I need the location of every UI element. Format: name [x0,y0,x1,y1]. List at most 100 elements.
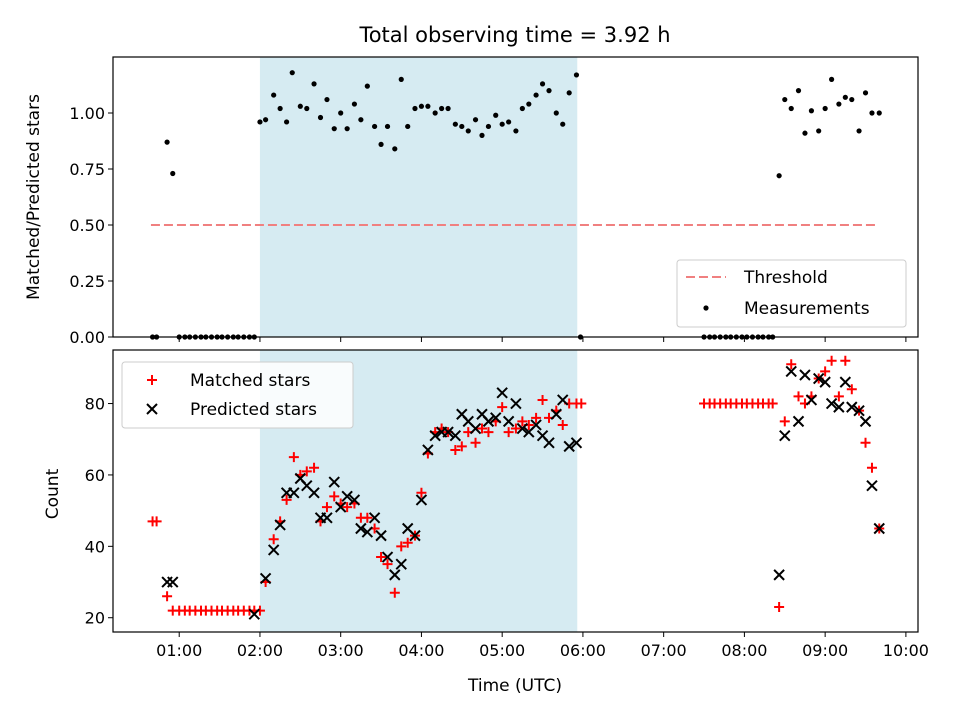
predicted-star-point [361,526,374,538]
predicted-star-point [846,401,858,413]
predicted-star-point [274,519,286,531]
measurement-point [513,128,519,134]
measurement-point [418,103,425,109]
x-tick-label: 05:00 [479,641,525,660]
bottom-panel: 20 40 60 80 01:00 02:00 03:00 04:00 05:00 06:00 07… [85,349,929,660]
top-y-axis-label: Matched/Predicted stars [24,94,44,300]
predicted-star-point [442,426,454,438]
matched-star-point [483,427,494,438]
legend-measurements-label: Measurements [744,299,870,319]
measurement-point [364,83,370,89]
matched-star-point [416,487,427,498]
predicted-star-point [866,479,878,492]
x-tick-label: 09:00 [802,641,848,660]
matched-star-point [833,391,844,402]
bottom-plot-frame [112,349,919,633]
top-y-tick-label: 0.50 [69,216,105,235]
measurement-point [432,110,438,116]
predicted-star-point [341,490,353,503]
x-axis-label: Time (UTC) [467,676,562,696]
measurement-point [304,105,310,112]
predicted-star-point [415,494,428,506]
predicted-star-point [328,476,340,488]
bottom-legend-box [121,361,354,429]
measurement-point [317,114,324,121]
predicted-star-point [389,569,401,581]
matched-star-point [162,591,173,602]
predicted-star-point [375,529,387,542]
measurement-point [164,139,170,145]
matched-star-point [537,394,548,405]
matched-star-point [517,416,528,427]
legend-predicted-label: Predicted stars [190,400,317,420]
bottom-y-tick-label: 60 [85,466,105,485]
predicted-star-point [510,397,522,410]
x-tick-label: 07:00 [641,641,687,660]
measurement-point [566,90,572,96]
measurement-point [788,105,794,112]
measurement-point [465,128,471,134]
predicted-star-point [167,576,179,588]
predicted-star-point [563,440,575,453]
measurement-point [263,117,269,123]
matched-star-point [866,462,877,473]
measurement-point [331,126,337,132]
predicted-star-point [348,494,361,506]
predicted-star-point [516,422,529,435]
measurement-point [485,123,492,130]
predicted-star-point [395,558,407,570]
measurement-point [782,96,788,103]
predicted-star-point [368,512,381,524]
bottom-y-tick-label: 40 [85,537,105,556]
measurement-point [816,128,822,134]
measurement-point [829,76,835,82]
matched-star-point [281,494,292,505]
measurement-point [351,101,358,107]
measurement-point [560,121,566,127]
measurement-point [876,110,882,116]
x-tick-label: 02:00 [237,641,283,660]
predicted-star-point [773,569,785,581]
measurement-point [297,103,303,109]
measurement-point [795,88,802,94]
predicted-star-point [785,365,797,378]
measurement-point [459,123,465,130]
measurement-point [271,92,277,98]
matched-star-point [382,559,393,570]
matched-star-point [456,441,467,452]
predicted-star-point [469,422,482,435]
matched-star-point [840,355,851,366]
predicted-star-point [812,372,825,385]
legend-predicted-swatch [146,403,158,415]
matched-star-point [329,491,340,502]
bottom-legend: Matched stars Predicted stars [121,361,354,429]
predicted-star-point [248,608,261,620]
predicted-star-point [422,444,434,456]
measurement-point [425,103,431,109]
measurement-point [311,81,317,87]
measurement-point [358,117,364,123]
measurement-point [539,81,546,87]
x-tick-label: 04:00 [398,641,444,660]
predicted-star-point [334,501,347,513]
measurement-point [506,119,512,125]
predicted-star-point [530,419,542,431]
matched-star-point [402,537,413,548]
predicted-star-point [779,429,791,442]
x-tick-label: 10:00 [883,641,929,660]
matched-star-point [774,602,785,613]
predicted-star-point [570,437,583,449]
matched-star-point [531,412,542,423]
measurement-point [869,110,875,116]
predicted-star-point [543,437,555,449]
measurement-point [849,96,855,103]
predicted-star-point [409,529,421,542]
measurement-point [384,123,391,130]
top-plot-frame [112,56,919,338]
bottom-series-predicted-stars [161,365,885,620]
matched-star-point [151,516,162,527]
matched-star-point [826,355,837,366]
measurement-point [802,130,808,136]
measurement-point [479,132,485,138]
measurement-point [277,105,283,112]
